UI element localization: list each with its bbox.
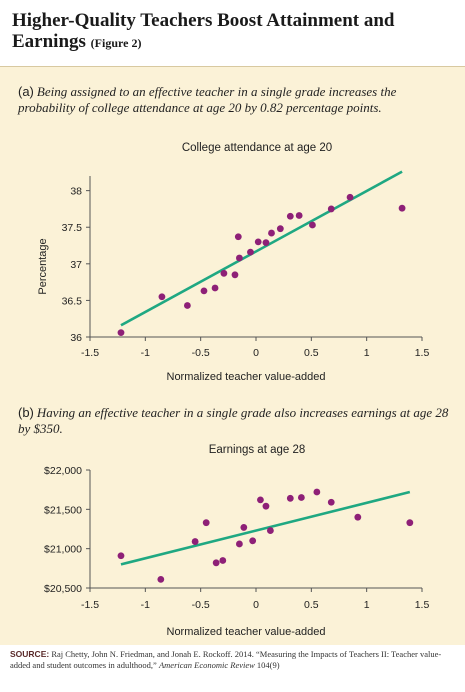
panel-b-caption: (b) Having an effective teacher in a sing… bbox=[18, 405, 450, 437]
data-point bbox=[327, 498, 335, 506]
data-point bbox=[157, 575, 165, 583]
source-label: SOURCE: bbox=[10, 649, 50, 659]
source-journal: American Economic Review bbox=[158, 660, 255, 670]
data-point bbox=[211, 284, 219, 292]
panel-b-tag: (b) bbox=[18, 405, 34, 420]
x-tick-label: 0.5 bbox=[304, 599, 319, 611]
data-point bbox=[313, 488, 321, 496]
data-point bbox=[268, 229, 275, 237]
footer bbox=[0, 645, 465, 692]
chart-title: College attendance at age 20 bbox=[182, 142, 332, 154]
divider bbox=[0, 66, 465, 67]
data-point bbox=[309, 221, 316, 229]
x-tick-label: 0 bbox=[253, 347, 259, 359]
source-text: Raj Chetty, John N. Friedman, and Jonah … bbox=[10, 649, 442, 670]
data-point bbox=[117, 329, 125, 337]
data-point bbox=[286, 212, 294, 220]
data-point bbox=[236, 540, 243, 548]
x-tick-label: -1.5 bbox=[81, 599, 99, 611]
panel-a-caption-text: Being assigned to an effective teacher i… bbox=[18, 84, 397, 115]
data-point bbox=[202, 519, 210, 527]
fit-line bbox=[120, 490, 411, 566]
x-tick-label: -1.5 bbox=[81, 347, 99, 359]
x-tick-label: -1 bbox=[141, 347, 150, 359]
college-attendance-chart: College attendance at age 20 -1.5 -1 -0.5 0 0… bbox=[37, 142, 430, 383]
data-point bbox=[398, 204, 406, 212]
figure-title: Higher-Quality Teachers Boost Attainment… bbox=[12, 10, 452, 54]
data-point bbox=[257, 496, 264, 504]
y-axis-label: Percentage bbox=[37, 238, 49, 294]
figure-title-text: Higher-Quality Teachers Boost Attainment… bbox=[12, 10, 395, 52]
y-tick-label: $22,000 bbox=[44, 465, 82, 477]
fit-line bbox=[120, 170, 403, 327]
x-tick-label: 0.5 bbox=[304, 347, 319, 359]
x-tick-label: -0.5 bbox=[192, 347, 210, 359]
data-point bbox=[219, 557, 227, 564]
source-volume: 104(9) bbox=[256, 660, 280, 670]
data-point bbox=[231, 271, 239, 279]
data-point bbox=[346, 193, 354, 201]
data-point bbox=[286, 494, 294, 502]
title-band: Higher-Quality Teachers Boost Attainment… bbox=[0, 0, 465, 66]
x-tick-label: -0.5 bbox=[192, 599, 210, 611]
earnings-chart: Earnings at age 28 -1.5 -1 -0.5 0 0.5 1 1.5 $20,… bbox=[44, 444, 430, 638]
chart-panel-background bbox=[0, 66, 465, 645]
x-tick-label: -1 bbox=[141, 599, 150, 611]
data-point bbox=[262, 239, 270, 246]
x-tick-label: 1.5 bbox=[415, 347, 430, 359]
y-tick-label: 36.5 bbox=[62, 295, 83, 307]
data-point bbox=[327, 205, 335, 213]
y-tick-label: 38 bbox=[70, 186, 82, 198]
data-point bbox=[158, 293, 166, 301]
data-point bbox=[234, 233, 242, 241]
data-point bbox=[249, 537, 257, 545]
data-point bbox=[297, 494, 305, 501]
data-point bbox=[212, 559, 220, 567]
y-tick-label: 37 bbox=[70, 259, 82, 271]
y-tick-label: 36 bbox=[70, 332, 82, 344]
y-tick-label: $21,500 bbox=[44, 504, 82, 516]
x-tick-label: 1 bbox=[364, 599, 370, 611]
data-point bbox=[200, 287, 208, 295]
data-point bbox=[266, 527, 274, 534]
chart-title: Earnings at age 28 bbox=[209, 444, 306, 456]
source-note: SOURCE: Raj Chetty, John N. Friedman, an… bbox=[10, 649, 460, 671]
data-point bbox=[117, 552, 125, 560]
y-tick-label: $21,000 bbox=[44, 544, 82, 556]
x-tick-label: 0 bbox=[253, 599, 259, 611]
data-point bbox=[191, 538, 199, 545]
data-point bbox=[254, 238, 262, 246]
data-point bbox=[262, 502, 270, 510]
data-point bbox=[240, 524, 248, 531]
y-tick-label: 37.5 bbox=[62, 222, 83, 234]
x-tick-label: 1.5 bbox=[415, 599, 430, 611]
x-axis-label: Normalized teacher value-added bbox=[167, 626, 326, 638]
data-point bbox=[183, 302, 191, 309]
data-point bbox=[406, 519, 414, 527]
data-point bbox=[276, 225, 284, 233]
figure-number: (Figure 2) bbox=[90, 36, 142, 50]
data-point bbox=[354, 513, 362, 521]
data-point bbox=[295, 212, 303, 219]
x-axis-label: Normalized teacher value-added bbox=[167, 371, 326, 383]
data-point bbox=[220, 269, 228, 277]
data-point bbox=[247, 248, 254, 256]
y-tick-label: $20,500 bbox=[44, 583, 82, 595]
panel-b-caption-text: Having an effective teacher in a single … bbox=[18, 405, 449, 436]
panel-a-caption: (a) Being assigned to an effective teache… bbox=[18, 84, 450, 116]
data-point bbox=[236, 254, 243, 262]
panel-a-tag: (a) bbox=[18, 84, 34, 99]
x-tick-label: 1 bbox=[364, 347, 370, 359]
